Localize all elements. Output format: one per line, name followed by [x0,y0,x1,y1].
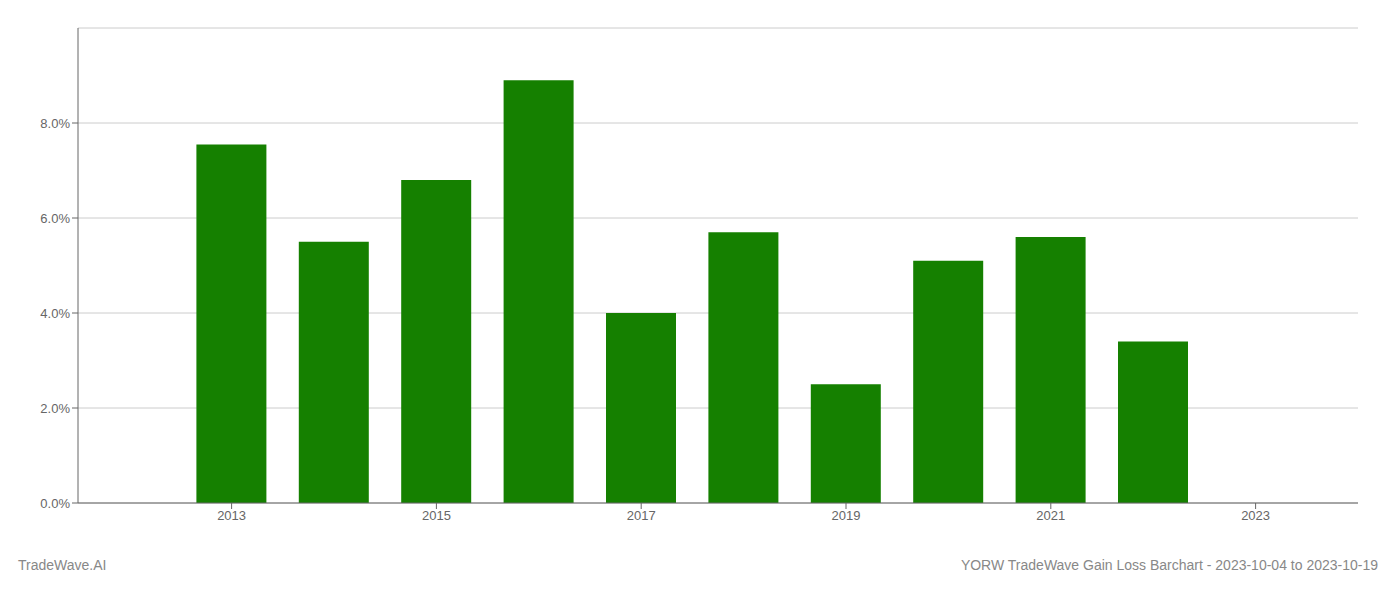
svg-text:2013: 2013 [217,508,246,523]
svg-text:2017: 2017 [627,508,656,523]
svg-text:8.0%: 8.0% [40,116,70,131]
svg-text:2019: 2019 [832,508,861,523]
svg-text:2.0%: 2.0% [40,401,70,416]
svg-text:6.0%: 6.0% [40,211,70,226]
html-text:YORW TradeWave Gain Loss Barch: YORW TradeWave Gain Loss Barchart - 2023… [960,557,1378,573]
svg-text:2021: 2021 [1036,508,1065,523]
svg-text:2015: 2015 [422,508,451,523]
svg-text:2023: 2023 [1241,508,1270,523]
html-text:TradeWave.AI: TradeWave.AI [18,557,107,573]
svg-text:4.0%: 4.0% [40,306,70,321]
svg-text:0.0%: 0.0% [40,496,70,511]
